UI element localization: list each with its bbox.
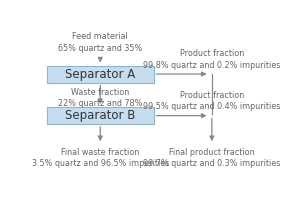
Text: Product fraction
99.8% quartz and 0.2% impurities: Product fraction 99.8% quartz and 0.2% i… bbox=[143, 49, 280, 70]
Text: Final product fraction
99.7% quartz and 0.3% impurities: Final product fraction 99.7% quartz and … bbox=[143, 148, 280, 168]
Text: Separator B: Separator B bbox=[65, 109, 136, 122]
Text: Waste fraction
22% quartz and 78%: Waste fraction 22% quartz and 78% bbox=[58, 88, 142, 108]
Text: Product fraction
99.5% quartz and 0.4% impurities: Product fraction 99.5% quartz and 0.4% i… bbox=[143, 91, 280, 111]
FancyBboxPatch shape bbox=[47, 66, 154, 83]
Text: Feed material
65% quartz and 35%: Feed material 65% quartz and 35% bbox=[58, 32, 142, 53]
Text: Separator A: Separator A bbox=[65, 68, 135, 81]
Text: Final waste fraction
3.5% quartz and 96.5% impurities: Final waste fraction 3.5% quartz and 96.… bbox=[32, 148, 169, 168]
FancyBboxPatch shape bbox=[47, 107, 154, 124]
